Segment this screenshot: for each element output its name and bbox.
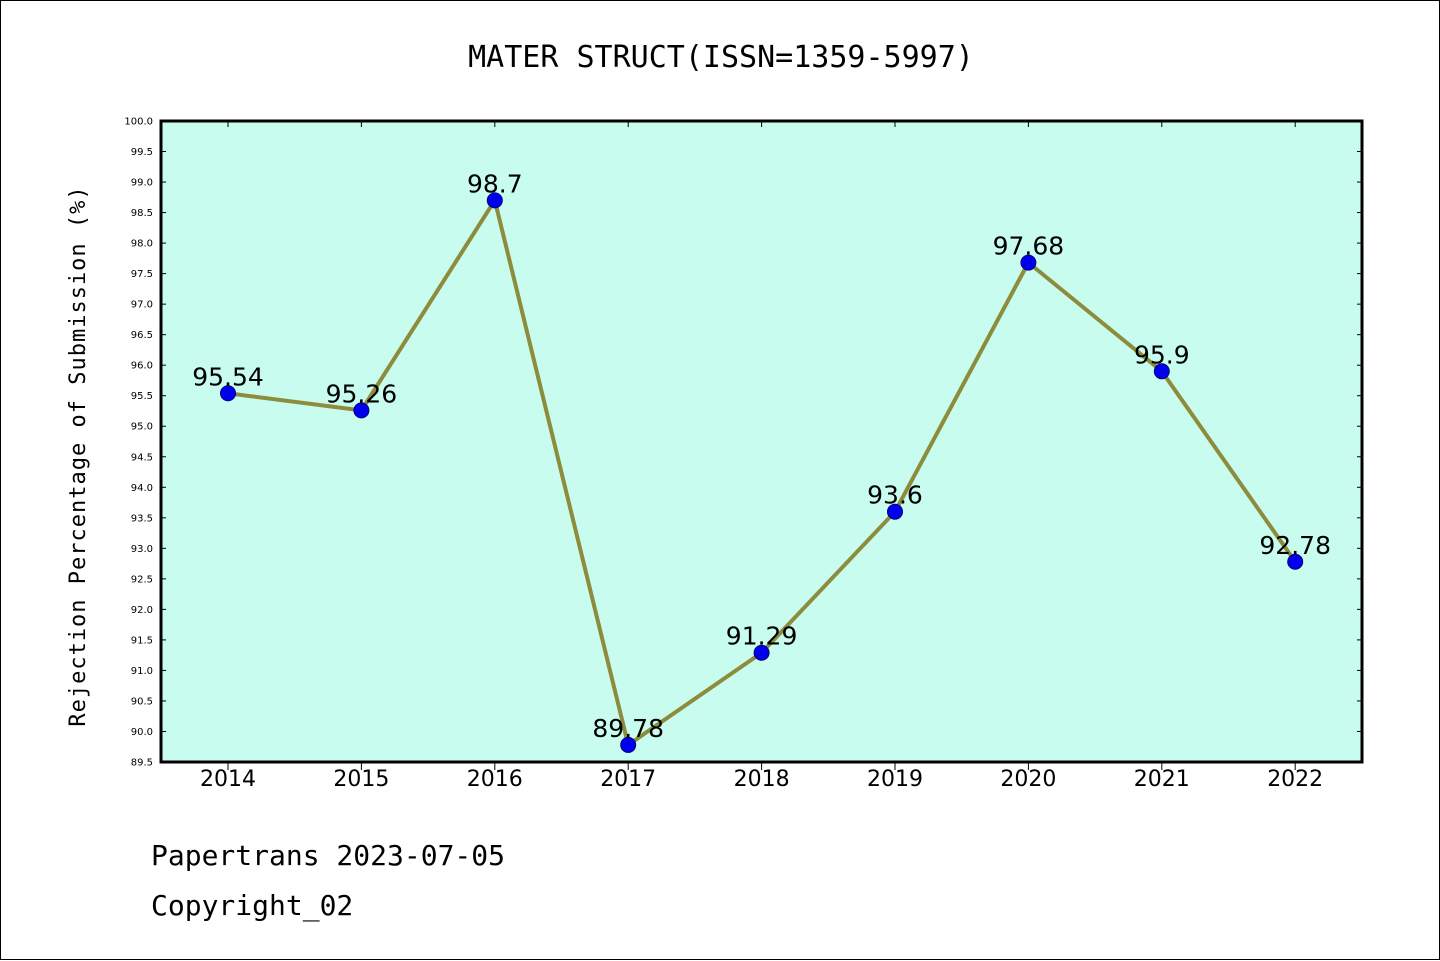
y-tick-label: 90.0 xyxy=(131,727,153,738)
x-tick-label: 2021 xyxy=(1134,767,1190,792)
y-tick-label: 91.0 xyxy=(131,666,153,677)
y-tick-label: 95.5 xyxy=(131,391,153,402)
data-point-label: 97.68 xyxy=(993,232,1065,261)
data-markers xyxy=(220,192,1304,753)
x-tick-label: 2018 xyxy=(734,767,790,792)
data-point-label: 95.26 xyxy=(326,379,398,408)
footer-date: Papertrans 2023-07-05 xyxy=(151,839,505,872)
data-point-marker xyxy=(887,503,903,520)
y-tick-label: 99.5 xyxy=(131,147,153,158)
y-tick-label: 93.0 xyxy=(131,544,153,555)
y-tick-label: 95.0 xyxy=(131,422,153,433)
x-tick-label: 2022 xyxy=(1267,767,1323,792)
data-point-label: 92.78 xyxy=(1259,531,1331,560)
data-point-marker xyxy=(620,736,637,753)
y-tick-label: 97.5 xyxy=(131,269,153,280)
y-tick-label: 93.5 xyxy=(131,513,153,524)
plot-area xyxy=(161,121,1362,762)
data-point-marker xyxy=(353,402,370,419)
x-axis-ticks: 2014 2015 2016 2017 2018 2019 2020 2021 2022 xyxy=(200,121,1323,792)
x-tick-label: 2015 xyxy=(333,767,389,792)
y-tick-label: 96.0 xyxy=(131,361,153,372)
y-tick-label: 100.0 xyxy=(124,117,153,128)
y-tick-label: 92.5 xyxy=(131,574,153,585)
x-tick-label: 2016 xyxy=(467,767,523,792)
y-tick-label: 98.5 xyxy=(131,208,153,219)
x-tick-label: 2019 xyxy=(867,767,923,792)
y-tick-label: 90.5 xyxy=(131,696,153,707)
data-point-label: 91.29 xyxy=(726,622,798,651)
data-point-marker xyxy=(753,644,770,661)
y-tick-label: 94.5 xyxy=(131,452,153,463)
plot-border xyxy=(159,119,1364,764)
data-labels: 95.54 95.26 98.7 89.78 91.29 93.6 97.68 95.9 92.… xyxy=(192,169,1331,743)
y-tick-label: 96.5 xyxy=(131,330,153,341)
data-point-label: 95.54 xyxy=(192,362,264,391)
x-tick-label: 2017 xyxy=(600,767,656,792)
data-point-label: 93.6 xyxy=(867,481,923,510)
y-axis-label: Rejection Percentage of Submission (%) xyxy=(66,185,91,726)
data-point-marker xyxy=(220,385,236,402)
y-tick-label: 89.5 xyxy=(131,758,153,769)
y-tick-label: 92.0 xyxy=(131,605,153,616)
data-point-label: 89.78 xyxy=(592,714,664,743)
x-tick-label: 2020 xyxy=(1000,767,1056,792)
data-point-marker xyxy=(1153,363,1170,380)
y-tick-label: 94.0 xyxy=(131,483,153,494)
data-point-marker xyxy=(486,192,503,209)
y-tick-label: 97.0 xyxy=(131,300,153,311)
footer-copyright: Copyright_02 xyxy=(151,889,353,923)
data-point-label: 98.7 xyxy=(467,169,523,198)
chart-title: MATER STRUCT(ISSN=1359-5997) xyxy=(468,40,974,75)
y-tick-label: 98.0 xyxy=(131,239,153,250)
y-tick-label: 91.5 xyxy=(131,635,153,646)
x-tick-label: 2014 xyxy=(200,767,256,792)
data-point-marker xyxy=(1287,553,1304,570)
data-point-label: 95.9 xyxy=(1134,340,1190,369)
data-point-marker xyxy=(1020,254,1037,271)
y-tick-label: 99.0 xyxy=(131,178,153,189)
